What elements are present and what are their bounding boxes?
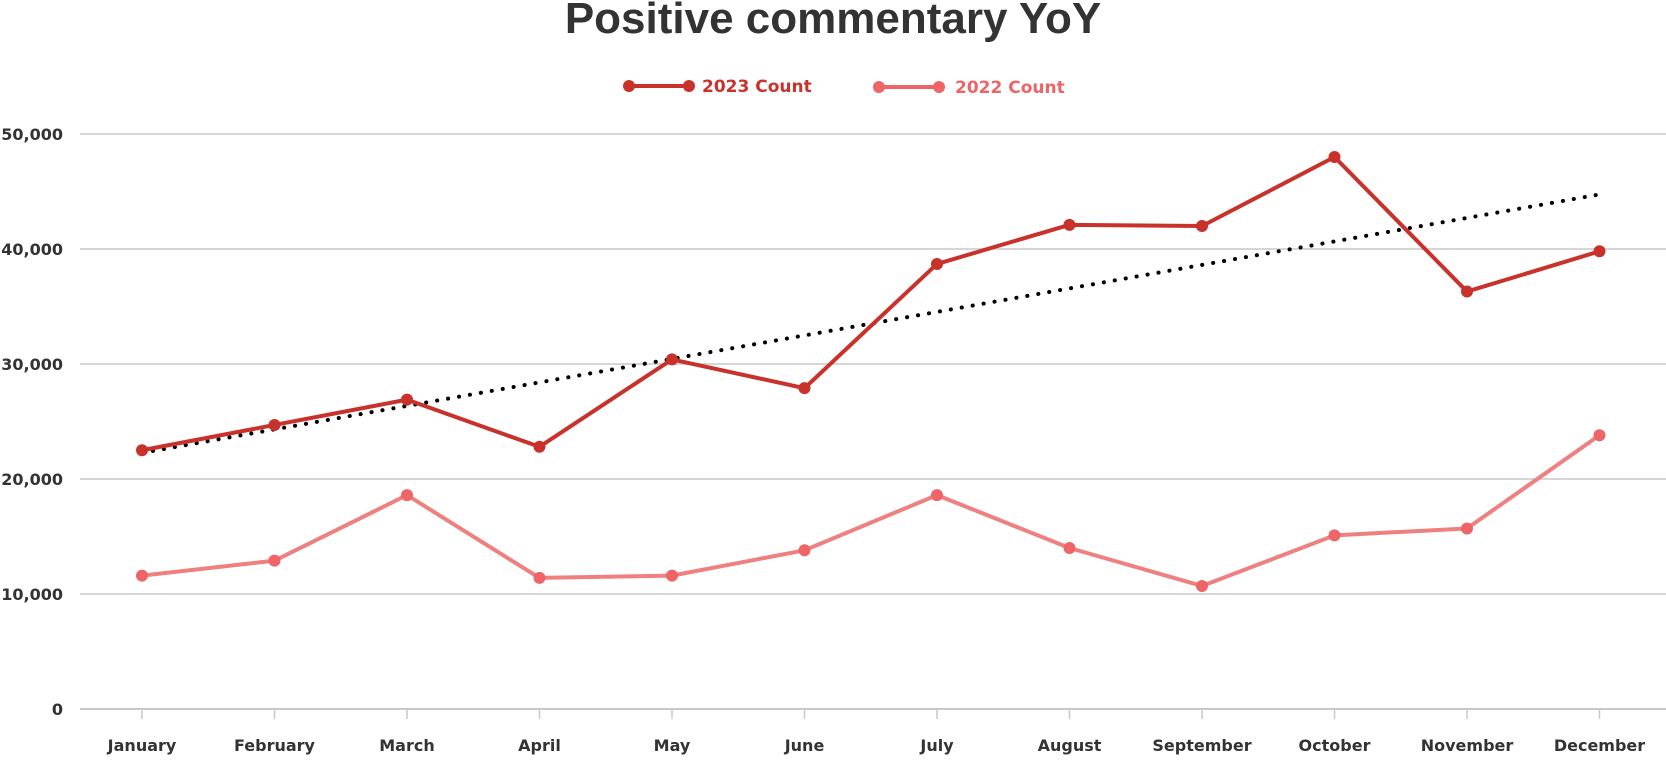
legend-swatch-2023-marker-left <box>623 80 635 92</box>
data-point-2023[interactable] <box>1196 220 1208 232</box>
series-2023 <box>136 151 1606 457</box>
legend: 2023 Count 2022 Count <box>623 77 1065 98</box>
data-point-2022[interactable] <box>1461 522 1473 535</box>
data-point-2023[interactable] <box>798 382 811 395</box>
series-line-2023 <box>140 155 1602 453</box>
trendline <box>140 192 1602 455</box>
series-group <box>136 151 1606 592</box>
data-point-2023[interactable] <box>931 257 943 270</box>
legend-swatch-2023-marker-right <box>683 80 695 92</box>
chart-title: Positive commentary YoY <box>565 0 1101 43</box>
data-point-2023[interactable] <box>1063 218 1076 231</box>
x-tick-label: October <box>1299 736 1371 755</box>
series-line-2022 <box>140 433 1602 588</box>
y-tick-label: 20,000 <box>1 470 63 489</box>
y-tick-label: 40,000 <box>1 240 63 259</box>
y-tick-label: 0 <box>52 700 63 719</box>
x-tick-label: January <box>107 736 177 755</box>
legend-label-2023: 2023 Count <box>702 77 812 97</box>
data-point-2022[interactable] <box>268 554 281 567</box>
y-tick-label: 50,000 <box>1 125 63 144</box>
x-tick-label: June <box>784 736 825 755</box>
series-2022 <box>136 429 1606 592</box>
trendline-group <box>140 192 1602 455</box>
legend-item-2022[interactable]: 2022 Count <box>873 78 1065 98</box>
x-tick-label: March <box>379 736 434 755</box>
x-tick-label: November <box>1421 736 1514 755</box>
data-point-2022[interactable] <box>1593 429 1606 442</box>
legend-swatch-2022-marker-right <box>933 81 945 93</box>
data-point-2022[interactable] <box>931 489 943 502</box>
data-point-2023[interactable] <box>533 440 546 453</box>
x-tick-label: September <box>1152 736 1251 755</box>
data-point-2023[interactable] <box>1461 285 1473 298</box>
data-point-2023[interactable] <box>136 444 148 457</box>
gridlines <box>80 133 1666 710</box>
x-tick-label: February <box>234 736 316 755</box>
data-point-2023[interactable] <box>1328 151 1341 163</box>
data-point-2022[interactable] <box>798 544 811 557</box>
data-point-2023[interactable] <box>666 353 678 366</box>
data-point-2023[interactable] <box>268 418 281 431</box>
x-tick-label: April <box>518 736 561 755</box>
data-point-2022[interactable] <box>1328 529 1341 542</box>
data-point-2022[interactable] <box>666 569 678 582</box>
y-axis-ticks: 0 10,000 20,000 30,000 40,000 50,000 <box>1 125 63 719</box>
data-point-2022[interactable] <box>401 489 413 502</box>
legend-item-2023[interactable]: 2023 Count <box>623 77 812 97</box>
data-point-2023[interactable] <box>401 393 413 406</box>
data-point-2022[interactable] <box>1196 579 1208 592</box>
data-point-2022[interactable] <box>136 569 148 582</box>
y-tick-label: 30,000 <box>1 355 63 374</box>
x-tick-label: May <box>654 736 691 755</box>
legend-swatch-2022-marker-left <box>873 81 885 93</box>
data-point-2022[interactable] <box>1063 542 1076 554</box>
x-tick-label: July <box>919 736 954 755</box>
x-axis-ticks: January February March April May June July Augu… <box>107 709 1645 755</box>
legend-label-2022: 2022 Count <box>955 78 1065 98</box>
x-tick-label: December <box>1554 736 1645 755</box>
data-point-2022[interactable] <box>533 571 546 584</box>
x-tick-label: August <box>1038 736 1102 755</box>
data-point-2023[interactable] <box>1593 245 1606 258</box>
y-tick-label: 10,000 <box>1 585 63 604</box>
